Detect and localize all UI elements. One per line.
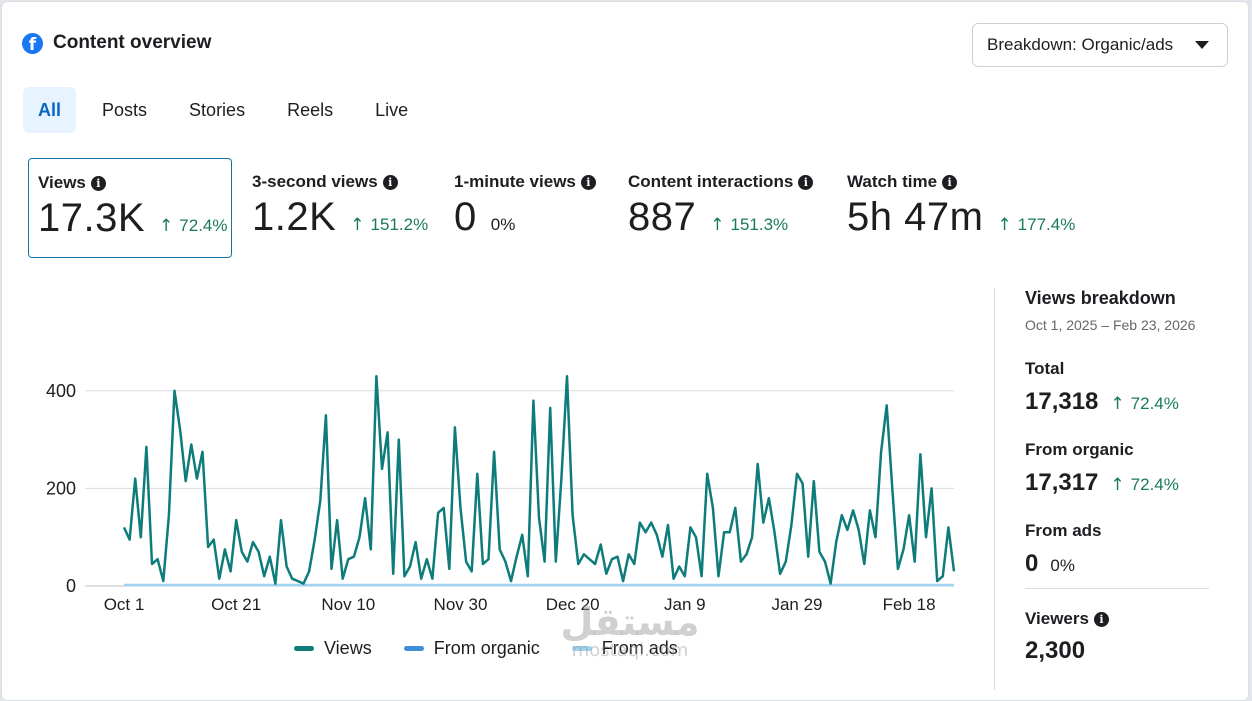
legend-swatch bbox=[294, 646, 314, 651]
x-tick-label: Feb 18 bbox=[883, 595, 936, 614]
info-icon[interactable]: i bbox=[1093, 611, 1109, 627]
x-tick-label: Nov 10 bbox=[321, 595, 375, 614]
arrow-up-icon: ↑ bbox=[350, 215, 365, 235]
metric-value: 1.2K bbox=[252, 195, 337, 239]
y-tick-label: 400 bbox=[46, 381, 76, 401]
metric-3-second-views[interactable]: 3-second views i 1.2K ↑ 151.2% bbox=[243, 158, 433, 258]
metric-value: 17.3K bbox=[38, 196, 146, 240]
info-icon[interactable]: i bbox=[580, 174, 596, 190]
legend-swatch bbox=[403, 646, 424, 651]
metric-value: 0 bbox=[454, 195, 477, 239]
content-type-tabs: All Posts Stories Reels Live bbox=[23, 87, 434, 133]
breakdown-item-total: Total 17,318 ↑ 72.4% bbox=[1025, 359, 1225, 416]
info-icon[interactable]: i bbox=[798, 174, 814, 190]
chart-legend: Views From organic From ads bbox=[294, 638, 678, 659]
metric-watch-time[interactable]: Watch time i 5h 47m ↑ 177.4% bbox=[838, 158, 1088, 258]
y-tick-label: 0 bbox=[66, 576, 76, 596]
tab-posts[interactable]: Posts bbox=[102, 99, 148, 120]
metric-label: 1-minute views bbox=[454, 172, 576, 191]
breakdown-value: 2,300 bbox=[1025, 637, 1086, 664]
breakdown-change: ↑ 72.4% bbox=[1110, 394, 1179, 414]
arrow-up-icon: ↑ bbox=[997, 215, 1012, 235]
caret-down-icon bbox=[1195, 41, 1209, 49]
metric-1-minute-views[interactable]: 1-minute views i 0 0% bbox=[445, 158, 605, 258]
x-tick-label: Oct 1 bbox=[104, 595, 145, 614]
breakdown-title: Views breakdown bbox=[1025, 288, 1176, 308]
breakdown-value: 0 bbox=[1025, 550, 1039, 577]
breakdown-item-from-organic: From organic 17,317 ↑ 72.4% bbox=[1025, 440, 1225, 497]
legend-label: From organic bbox=[433, 638, 540, 658]
metric-label: Content interactions bbox=[628, 172, 794, 191]
x-tick-label: Dec 20 bbox=[546, 595, 600, 614]
series-line-views[interactable] bbox=[122, 374, 956, 585]
tab-stories[interactable]: Stories bbox=[189, 99, 246, 120]
metric-views[interactable]: Views i 17.3K ↑ 72.4% bbox=[28, 158, 232, 258]
metric-change: ↑ 177.4% bbox=[997, 215, 1076, 235]
x-tick-label: Jan 29 bbox=[771, 595, 822, 614]
legend-item-from-organic[interactable]: From organic bbox=[403, 638, 540, 659]
metric-change: 0% bbox=[490, 215, 516, 234]
arrow-up-icon: ↑ bbox=[1110, 475, 1125, 495]
metric-value: 5h 47m bbox=[847, 195, 984, 239]
info-icon[interactable]: i bbox=[90, 175, 106, 191]
breakdown-change: ↑ 72.4% bbox=[1110, 475, 1179, 495]
breakdown-value: 17,317 bbox=[1025, 469, 1099, 496]
page-title: Content overview bbox=[53, 32, 212, 53]
breakdown-date-range: Oct 1, 2025 – Feb 23, 2026 bbox=[1025, 317, 1196, 333]
y-tick-label: 200 bbox=[46, 478, 76, 498]
x-tick-label: Nov 30 bbox=[434, 595, 488, 614]
metric-label: 3-second views bbox=[252, 172, 378, 191]
info-icon[interactable]: i bbox=[942, 174, 958, 190]
breakdown-value: 17,318 bbox=[1025, 388, 1099, 415]
metric-change: ↑ 72.4% bbox=[159, 216, 228, 236]
breakdown-dropdown-label: Breakdown: Organic/ads bbox=[987, 35, 1174, 54]
legend-label: From ads bbox=[601, 638, 678, 658]
side-panel-divider bbox=[994, 288, 995, 690]
x-tick-label: Oct 21 bbox=[211, 595, 261, 614]
metric-value: 887 bbox=[628, 195, 697, 239]
arrow-up-icon: ↑ bbox=[1110, 394, 1125, 414]
breakdown-divider bbox=[1025, 588, 1209, 589]
x-tick-label: Jan 9 bbox=[664, 595, 706, 614]
metric-change: ↑ 151.2% bbox=[350, 215, 429, 235]
arrow-up-icon: ↑ bbox=[710, 215, 725, 235]
breakdown-label: Viewers bbox=[1025, 609, 1089, 628]
legend-swatch bbox=[571, 646, 592, 651]
breakdown-item-viewers: Viewers i 2,300 bbox=[1025, 609, 1225, 665]
views-breakdown-panel: Views breakdown Oct 1, 2025 – Feb 23, 20… bbox=[1025, 288, 1225, 665]
metric-label: Views bbox=[38, 173, 86, 192]
info-icon[interactable]: i bbox=[382, 174, 398, 190]
views-line-chart[interactable]: 0 200 400 Oct 1 Oct 21 Nov 10 Nov 30 Dec 20 Jan … bbox=[22, 332, 967, 622]
breakdown-dropdown[interactable]: Breakdown: Organic/ads bbox=[972, 23, 1228, 67]
tab-reels[interactable]: Reels bbox=[287, 99, 334, 120]
legend-item-from-ads[interactable]: From ads bbox=[571, 638, 678, 659]
breakdown-label: From organic bbox=[1025, 440, 1134, 459]
tab-all[interactable]: All bbox=[23, 87, 77, 133]
breakdown-item-from-ads: From ads 0 0% bbox=[1025, 521, 1225, 578]
metric-change: ↑ 151.3% bbox=[710, 215, 789, 235]
tab-live[interactable]: Live bbox=[375, 99, 409, 120]
breakdown-label: Total bbox=[1025, 359, 1065, 378]
metric-label: Watch time bbox=[847, 172, 938, 191]
metric-content-interactions[interactable]: Content interactions i 887 ↑ 151.3% bbox=[619, 158, 824, 258]
legend-item-views[interactable]: Views bbox=[294, 638, 372, 659]
facebook-icon: f bbox=[22, 32, 43, 54]
content-overview-header: f Content overview bbox=[22, 32, 211, 54]
breakdown-label: From ads bbox=[1025, 521, 1102, 540]
legend-label: Views bbox=[324, 638, 372, 658]
breakdown-change: 0% bbox=[1050, 556, 1075, 575]
arrow-up-icon: ↑ bbox=[159, 216, 174, 236]
